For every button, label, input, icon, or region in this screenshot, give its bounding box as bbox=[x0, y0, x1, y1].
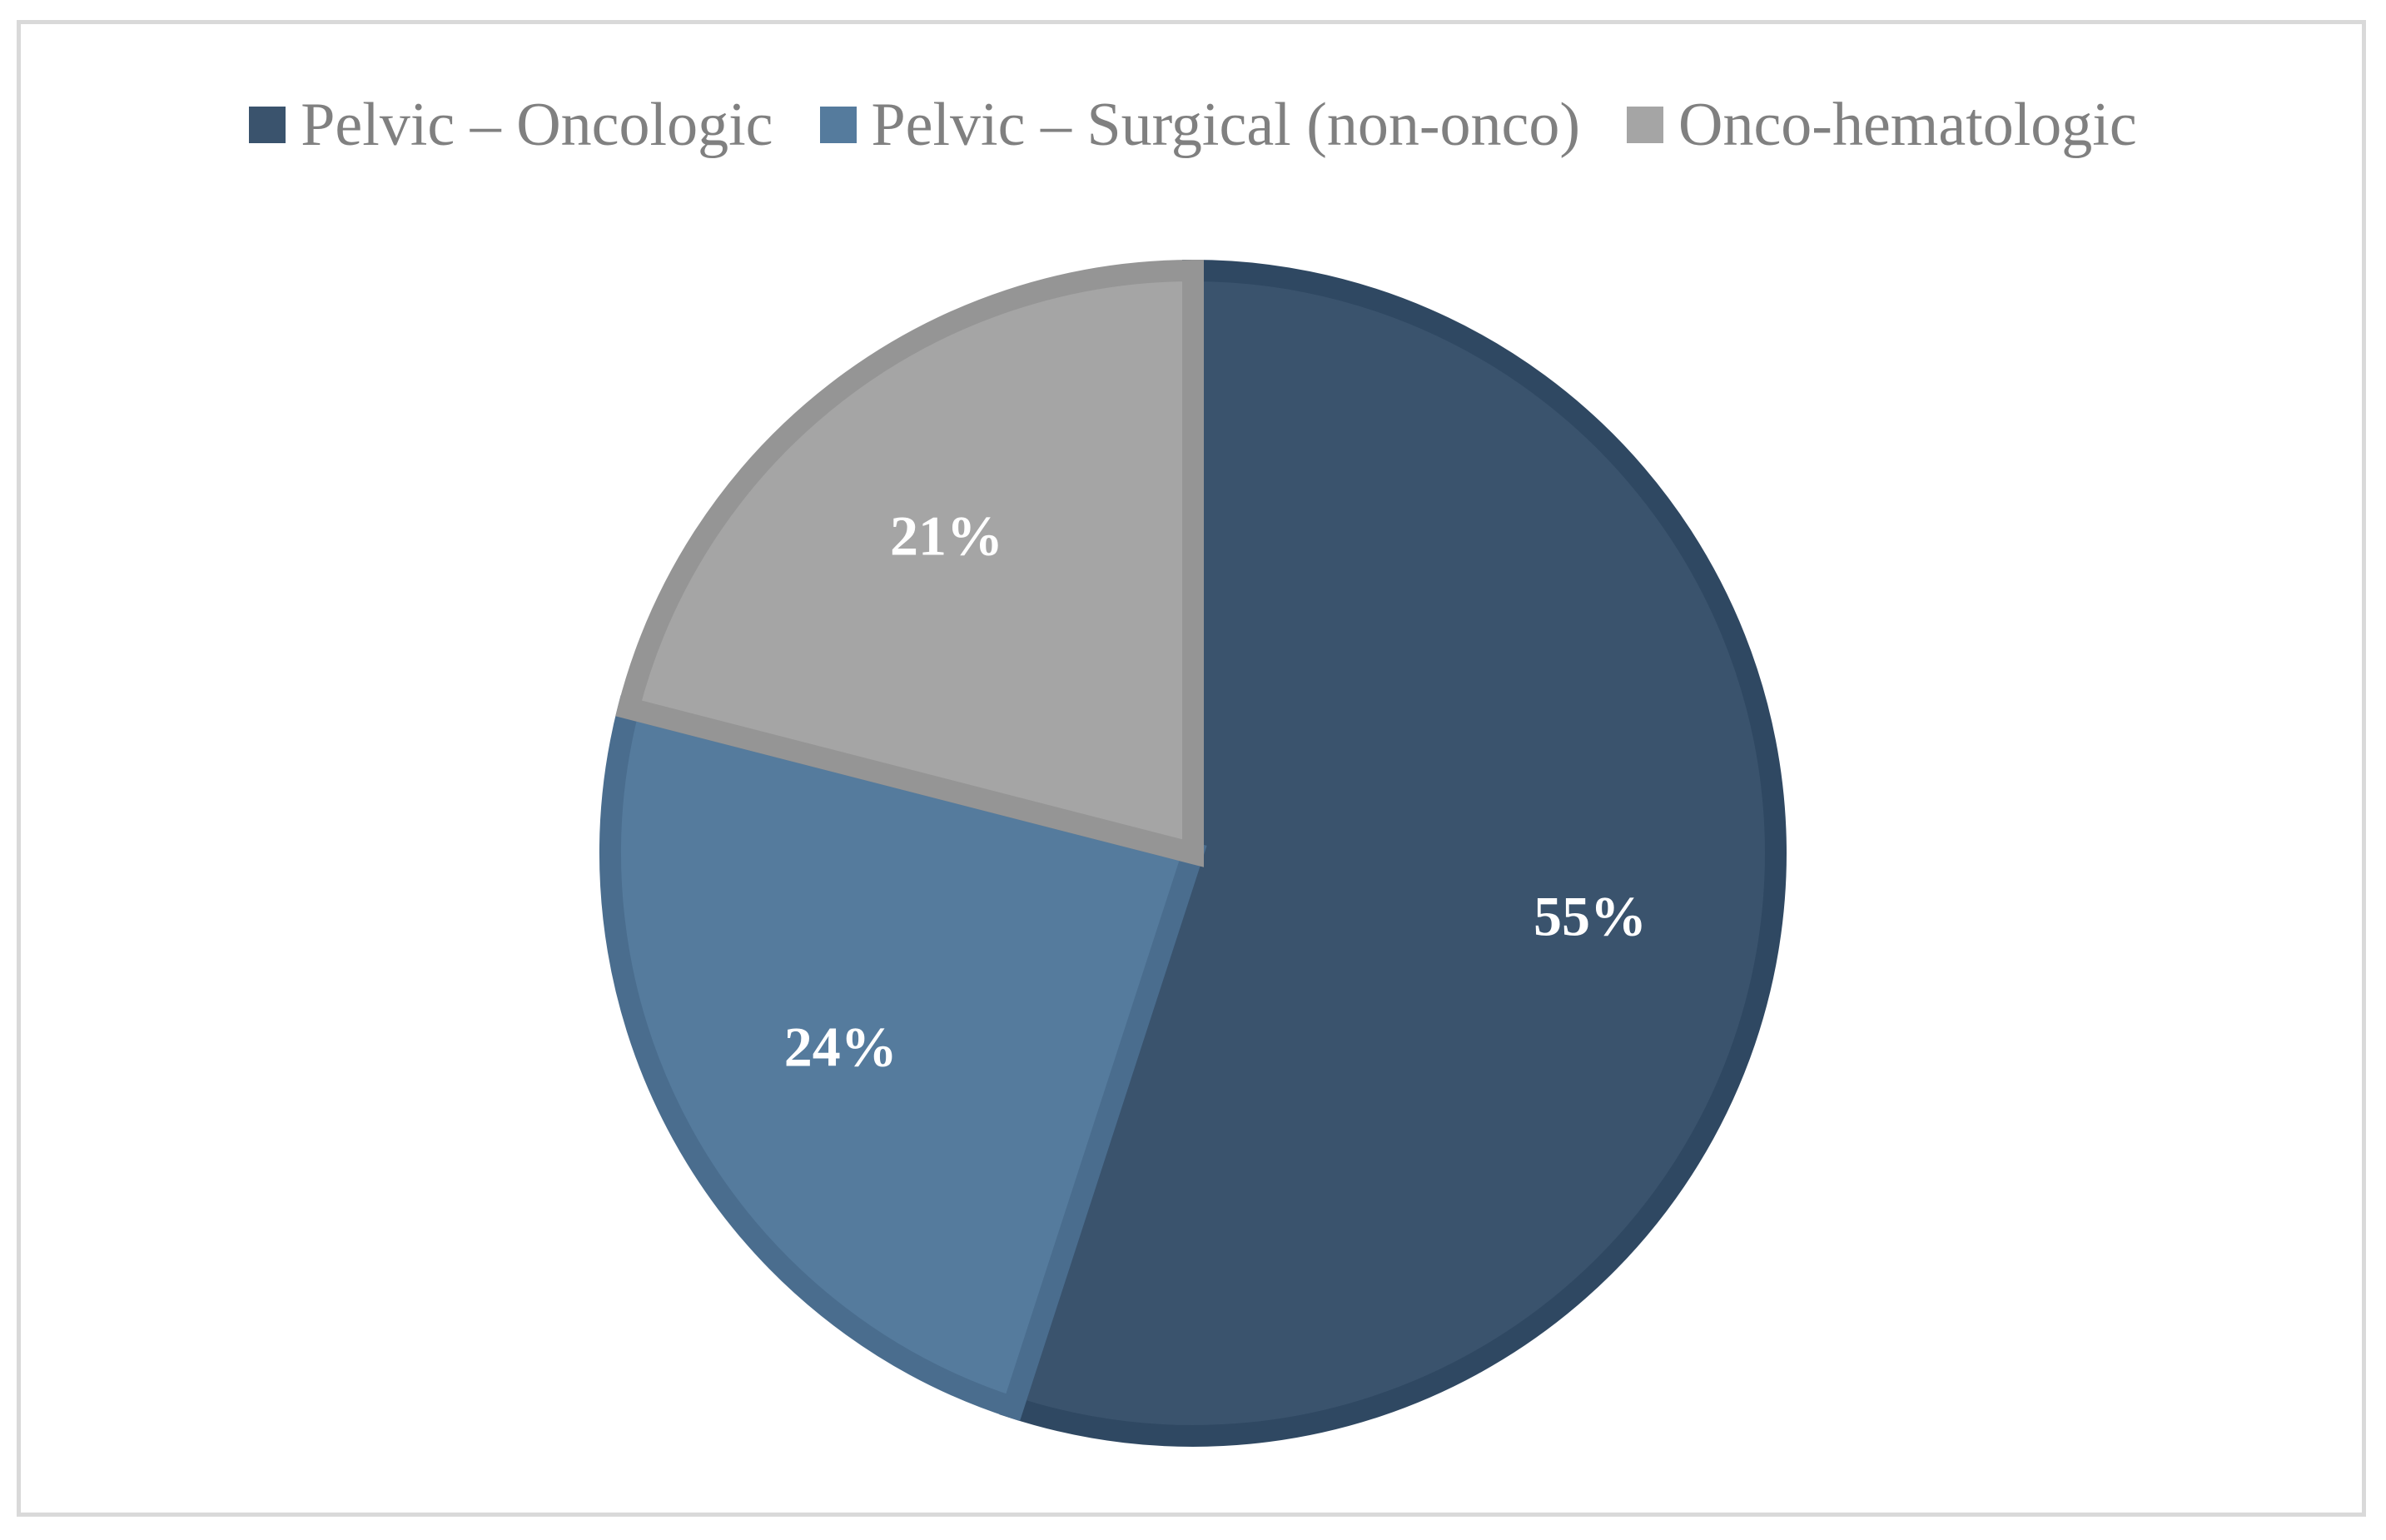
legend-item-pelvic-oncologic: Pelvic – Oncologic bbox=[249, 90, 773, 161]
pie-slice-onco-hematologic bbox=[615, 259, 1204, 867]
pie-slice-pelvic-surgical-non-onco bbox=[599, 695, 1207, 1422]
data-label-pelvic-surgical-non-onco: 24% bbox=[784, 1016, 897, 1079]
legend-swatch-pelvic-surgical bbox=[819, 107, 857, 143]
legend-label-pelvic-surgical: Pelvic – Surgical (non-onco) bbox=[871, 90, 1581, 159]
data-label-pelvic-oncologic: 55% bbox=[1534, 885, 1647, 948]
legend: Pelvic – Oncologic Pelvic – Surgical (no… bbox=[0, 83, 2386, 166]
legend-swatch-pelvic-oncologic bbox=[249, 107, 286, 143]
legend-item-onco-hematologic: Onco-hematologic bbox=[1627, 90, 2137, 161]
legend-swatch-onco-hematologic bbox=[1627, 107, 1664, 143]
legend-label-onco-hematologic: Onco-hematologic bbox=[1678, 90, 2137, 159]
legend-label-pelvic-oncologic: Pelvic – Oncologic bbox=[301, 90, 773, 159]
legend-item-pelvic-surgical: Pelvic – Surgical (non-onco) bbox=[819, 90, 1581, 161]
data-label-onco-hematologic: 21% bbox=[890, 504, 1003, 567]
